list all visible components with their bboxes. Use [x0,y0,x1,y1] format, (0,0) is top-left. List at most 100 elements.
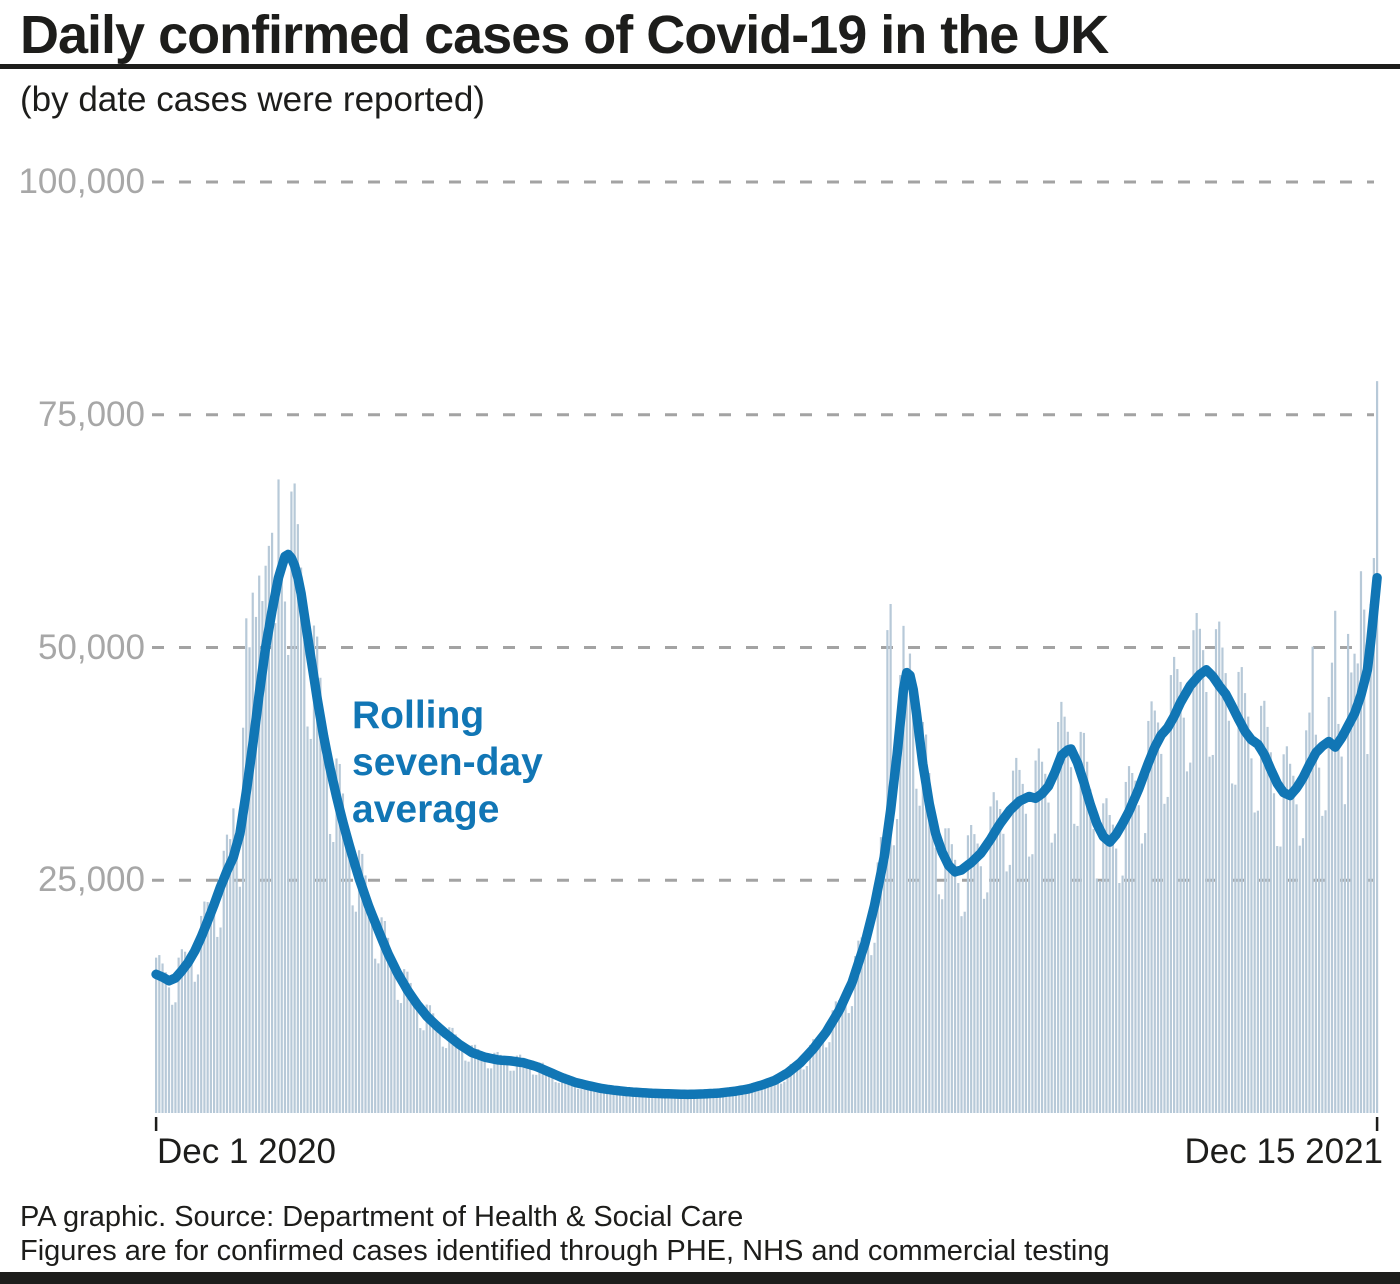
daily-cases-bar [728,1090,731,1113]
daily-cases-bar [1205,692,1208,1113]
daily-cases-bar [155,957,158,1113]
daily-cases-bar [618,1091,622,1113]
daily-cases-bar [767,1078,770,1113]
daily-cases-bar [245,618,248,1113]
daily-cases-bar [931,804,934,1113]
bars-group [155,381,1379,1114]
annotation-line-1: Rolling [352,694,485,737]
daily-cases-bar [1346,633,1350,1113]
daily-cases-bar [1021,783,1024,1113]
daily-cases-bar [973,834,976,1113]
daily-cases-bar [683,1093,686,1113]
daily-cases-bar [1082,732,1086,1113]
daily-cases-bar [841,998,844,1113]
daily-cases-bar [715,1096,718,1113]
bottom-bar [0,1272,1400,1284]
daily-cases-bar [306,726,309,1113]
daily-cases-bar [386,937,390,1113]
daily-cases-bar [1160,753,1163,1113]
daily-cases-bar [1237,671,1240,1113]
daily-cases-bar [480,1053,483,1113]
daily-cases-bar [1037,748,1040,1113]
daily-cases-bar [1334,610,1337,1113]
daily-cases-bar [229,839,232,1113]
daily-cases-bar [802,1069,805,1113]
daily-cases-bar [277,479,280,1113]
daily-cases-bar [609,1086,612,1113]
daily-cases-bar [1350,672,1353,1113]
daily-cases-bar [560,1073,564,1113]
daily-cases-bar [1250,758,1253,1113]
daily-cases-bar [615,1089,618,1113]
daily-cases-bar [370,924,374,1113]
daily-cases-bar [776,1080,779,1113]
daily-cases-bar [673,1091,676,1113]
daily-cases-bar [383,921,386,1113]
daily-cases-bar [174,1002,177,1113]
daily-cases-bar [680,1092,683,1113]
daily-cases-bar [886,630,889,1113]
daily-cases-bar [696,1091,699,1113]
daily-cases-bar [441,1046,444,1113]
daily-cases-bar [953,859,957,1113]
daily-cases-bar [992,792,995,1113]
daily-cases-bar [1189,762,1192,1113]
daily-cases-bar [718,1090,721,1113]
daily-cases-bar [763,1080,767,1113]
daily-cases-bar [805,1066,808,1113]
daily-cases-bar [528,1067,531,1113]
daily-cases-bar [470,1045,473,1113]
daily-cases-bar [415,1009,419,1113]
daily-cases-bar [374,958,377,1113]
daily-cases-bar [1131,773,1134,1113]
daily-cases-bar [538,1062,541,1113]
daily-cases-bar [428,1005,432,1113]
daily-cases-bar [1221,647,1224,1113]
daily-cases-bar [412,993,415,1113]
daily-cases-bar [979,866,982,1113]
daily-cases-bar [235,858,238,1113]
daily-cases-bar [464,1060,467,1113]
daily-cases-bar [541,1062,544,1113]
daily-cases-bar [1121,875,1124,1113]
daily-cases-bar [1089,789,1092,1113]
daily-cases-bar [241,727,245,1113]
daily-cases-bar [1185,771,1189,1113]
daily-cases-bar [850,1006,854,1113]
daily-cases-bar [1285,746,1288,1113]
daily-cases-bar [267,545,270,1113]
daily-cases-bar [783,1081,786,1113]
daily-cases-bar [944,828,947,1113]
daily-cases-bar [328,833,332,1113]
daily-cases-bar [1156,722,1160,1113]
daily-cases-bar [1098,880,1102,1113]
daily-cases-bar [924,734,928,1113]
daily-cases-bar [1240,667,1243,1113]
daily-cases-bar [1372,558,1375,1113]
daily-cases-bar [995,800,999,1113]
daily-cases-bar [1108,814,1111,1113]
daily-cases-bar [1182,717,1185,1113]
daily-cases-bar [322,717,325,1113]
daily-cases-bar [789,1064,792,1113]
daily-cases-bar [1105,798,1108,1113]
daily-cases-bar [699,1091,702,1113]
daily-cases-bar [834,1001,837,1113]
daily-cases-bar [641,1093,644,1113]
daily-cases-bar [1147,720,1150,1113]
daily-cases-bar [1040,761,1044,1113]
daily-cases-bar [689,1097,692,1113]
daily-cases-bar [676,1091,680,1113]
daily-cases-bar [1269,752,1272,1113]
daily-cases-bar [1202,650,1205,1113]
daily-cases-bar [828,1042,831,1113]
daily-cases-bar [209,902,212,1113]
daily-cases-bar [796,1062,799,1113]
daily-cases-bar [1295,804,1298,1113]
daily-cases-bar [825,1047,828,1113]
daily-cases-bar [644,1096,647,1113]
daily-cases-bar [660,1092,663,1113]
daily-cases-bar [1211,754,1214,1113]
daily-cases-bar [1308,712,1311,1113]
daily-cases-bar [1008,864,1011,1113]
